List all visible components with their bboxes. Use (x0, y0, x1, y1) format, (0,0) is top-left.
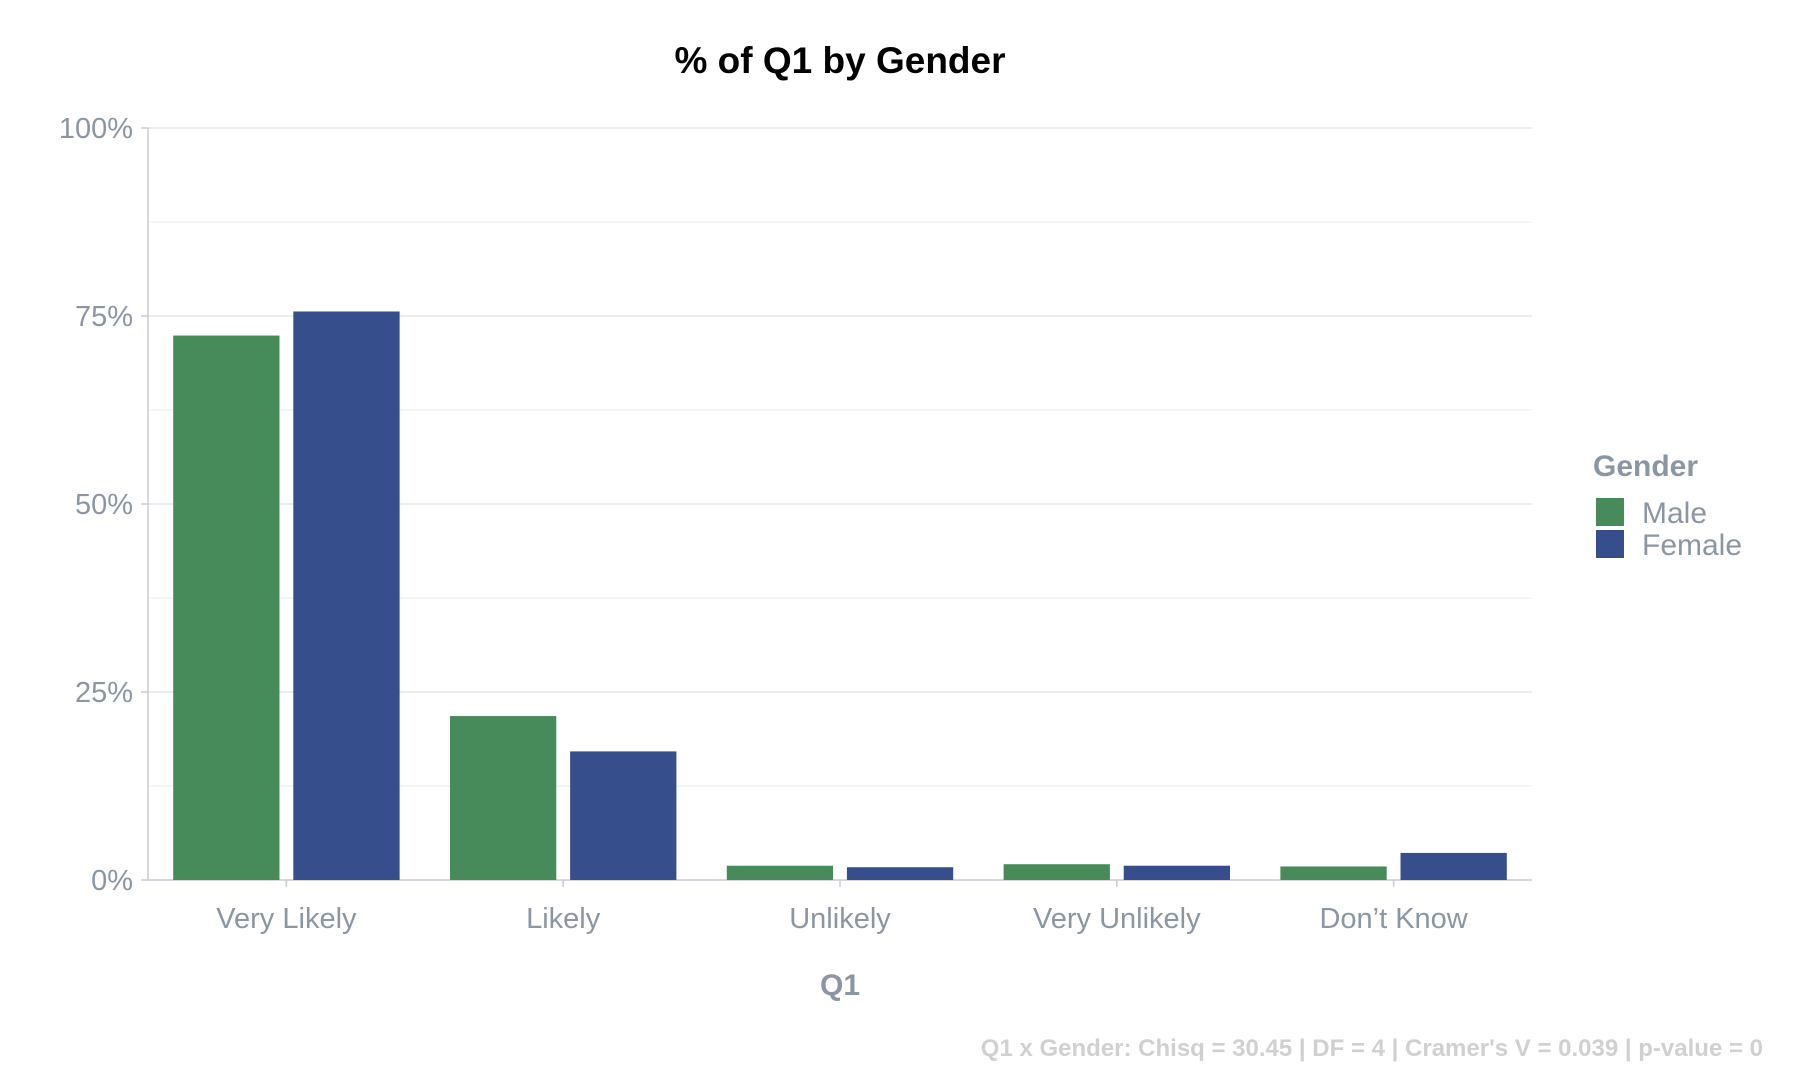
bar-male (1280, 866, 1387, 880)
bar-male (449, 716, 557, 880)
x-tick-label: Likely (526, 903, 601, 935)
x-tick-label: Very Unlikely (1033, 903, 1201, 935)
bar-male (173, 335, 280, 880)
bars (173, 311, 1507, 880)
legend-label-female: Female (1642, 529, 1742, 562)
legend-label-male: Male (1642, 497, 1707, 530)
bar-female (846, 867, 954, 880)
y-tick-label: 50% (75, 489, 133, 521)
x-axis-title: Q1 (820, 969, 860, 1002)
y-tick-label: 100% (59, 113, 133, 145)
x-tick-label: Very Likely (216, 903, 357, 935)
x-tick-label: Unlikely (789, 903, 891, 935)
legend-title: Gender (1593, 450, 1698, 483)
tick-labels: 0% 25% 50% 75% 100% Very Likely Likely Unlikely… (59, 113, 1469, 935)
y-tick-label: 0% (91, 865, 133, 897)
bar-female (1123, 865, 1231, 880)
y-tick-label: 25% (75, 677, 133, 709)
bar-female (293, 311, 400, 880)
bar-female (570, 751, 677, 880)
chart-title: % of Q1 by Gender (674, 40, 1005, 81)
bar-male (726, 865, 834, 880)
legend-swatch-male (1596, 498, 1624, 526)
legend-swatch-female (1596, 530, 1624, 558)
x-tick-label: Don’t Know (1319, 903, 1468, 935)
bar-female (1400, 852, 1507, 880)
chart-caption: Q1 x Gender: Chisq = 30.45 | DF = 4 | Cr… (981, 1035, 1763, 1062)
bar-male (1003, 864, 1110, 880)
y-tick-label: 75% (75, 301, 133, 333)
